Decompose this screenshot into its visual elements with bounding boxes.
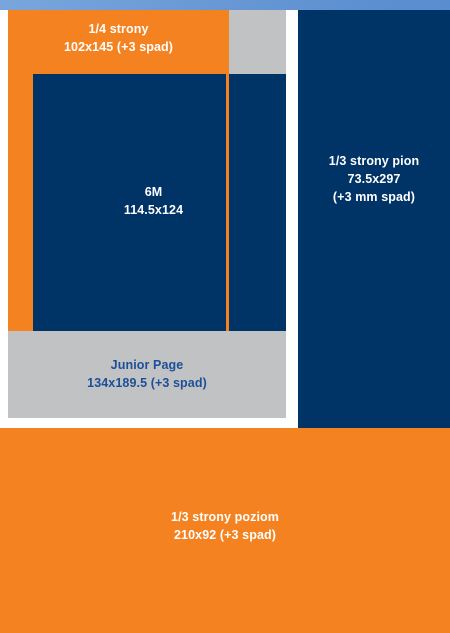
quarter-page-size: 102x145 (+3 spad): [63, 40, 174, 54]
third-vertical-title: 1/3 strony pion: [328, 154, 420, 168]
quarter-page-label: 1/4 strony 102x145 (+3 spad): [8, 20, 229, 56]
third-horizontal-block: [0, 428, 450, 633]
six-m-title: 6M: [144, 185, 163, 199]
third-vertical-bleed: (+3 mm spad): [332, 190, 416, 204]
six-m-strip: [229, 74, 286, 331]
separator-strip: [0, 418, 298, 428]
third-vertical-label: 1/3 strony pion 73.5x297 (+3 mm spad): [298, 152, 450, 206]
six-m-size: 114.5x124: [123, 203, 184, 217]
six-m-label: 6M 114.5x124: [33, 183, 274, 219]
third-vertical-block: [298, 10, 450, 428]
third-horizontal-title: 1/3 strony poziom: [171, 510, 279, 524]
third-horizontal-size: 210x92 (+3 spad): [173, 528, 276, 542]
third-vertical-size: 73.5x297: [347, 172, 401, 186]
junior-page-label: Junior Page 134x189.5 (+3 spad): [8, 356, 286, 392]
third-horizontal-label: 1/3 strony poziom 210x92 (+3 spad): [118, 508, 332, 544]
junior-page-size: 134x189.5 (+3 spad): [87, 376, 207, 390]
junior-page-title: Junior Page: [110, 358, 184, 372]
quarter-page-title: 1/4 strony: [88, 22, 149, 36]
six-m-block: [33, 74, 228, 331]
